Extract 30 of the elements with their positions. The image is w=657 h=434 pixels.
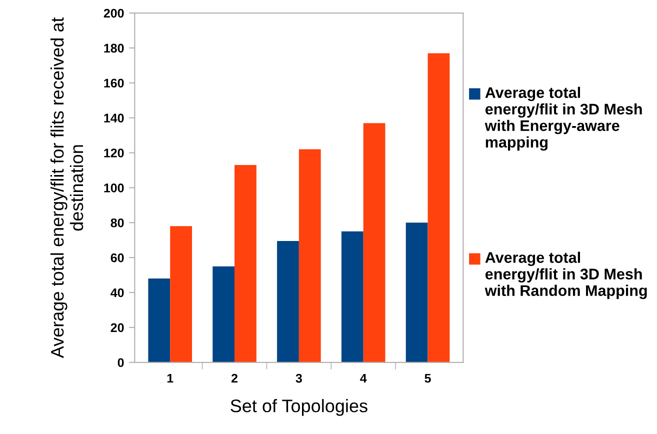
x-tick-label: 3 bbox=[296, 374, 302, 383]
legend-label: Average total energy/flit in 3D Mesh with Random Mapping bbox=[484, 252, 647, 300]
y-tick-label: 60 bbox=[110, 253, 124, 262]
bar bbox=[212, 266, 235, 362]
bar bbox=[428, 53, 450, 362]
y-tick-label: 180 bbox=[104, 44, 124, 53]
y-tick-label: 100 bbox=[104, 184, 124, 192]
y-tick-label: 80 bbox=[110, 218, 124, 228]
y-tick-label: 200 bbox=[104, 8, 124, 18]
bar bbox=[363, 123, 386, 362]
y-tick-label: 0 bbox=[118, 358, 124, 368]
bar bbox=[277, 240, 299, 362]
bar bbox=[406, 222, 428, 362]
x-tick-label: 2 bbox=[231, 374, 238, 383]
bar bbox=[170, 226, 192, 362]
x-tick-label: 4 bbox=[360, 374, 367, 383]
bar bbox=[341, 231, 364, 362]
bar bbox=[234, 164, 256, 362]
y-tick-label: 20 bbox=[110, 323, 124, 332]
y-tick-label: 160 bbox=[104, 78, 124, 88]
y-axis-title: Average total energy/flit for flits received at destination bbox=[50, 17, 84, 358]
bar bbox=[298, 149, 321, 362]
legend-label: Average total energy/flit in 3D Mesh with Energy-aware mapping bbox=[484, 86, 642, 151]
y-tick-label: 140 bbox=[104, 114, 124, 122]
y-tick-label: 40 bbox=[110, 288, 124, 298]
x-tick-label: 5 bbox=[424, 374, 431, 383]
x-axis-title: Set of Topologies bbox=[230, 399, 368, 416]
bar bbox=[148, 278, 170, 362]
y-tick-label: 120 bbox=[104, 148, 124, 158]
x-tick-label: 1 bbox=[167, 374, 174, 383]
